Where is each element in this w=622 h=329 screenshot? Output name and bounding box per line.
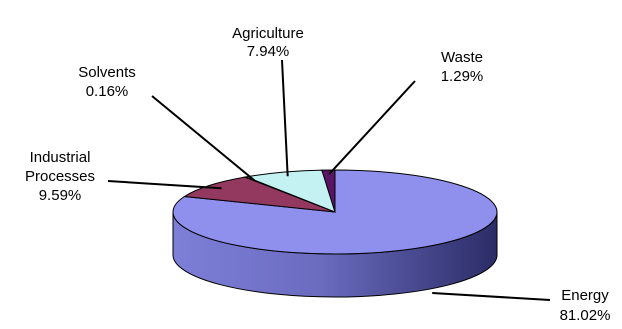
- leader-line-energy: [432, 292, 551, 301]
- slice-industrial: [182, 176, 336, 213]
- slices-layer: [172, 169, 498, 298]
- leader-line-waste: [328, 80, 416, 175]
- label-waste-name: Waste: [441, 49, 483, 66]
- label-agriculture-name: Agriculture: [232, 25, 304, 42]
- label-industrial-pct: 9.59%: [39, 187, 82, 204]
- leader-line-agriculture: [281, 59, 289, 177]
- label-industrial-name-line1: Industrial: [30, 149, 91, 166]
- label-solvents-pct: 0.16%: [86, 83, 129, 100]
- label-industrial-name-line2: Processes: [25, 168, 95, 185]
- leader-line-industrial: [107, 180, 222, 190]
- leader-lines: [107, 59, 551, 301]
- leader-line-solvents: [151, 95, 256, 182]
- label-solvents-name: Solvents: [78, 64, 136, 81]
- label-energy-pct: 81.02%: [560, 307, 611, 324]
- label-waste-pct: 1.29%: [441, 68, 484, 85]
- slice-waste: [321, 169, 336, 213]
- label-agriculture-pct: 7.94%: [247, 43, 290, 60]
- label-energy-name: Energy: [561, 287, 609, 304]
